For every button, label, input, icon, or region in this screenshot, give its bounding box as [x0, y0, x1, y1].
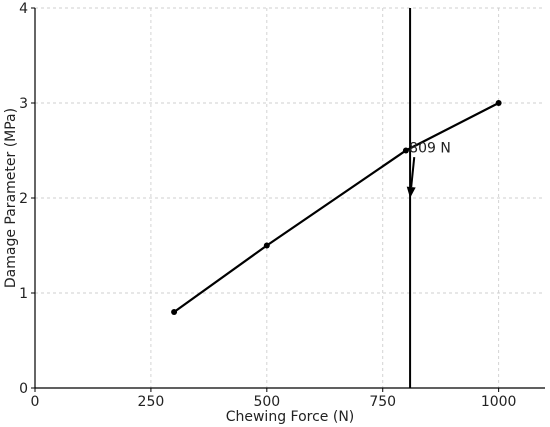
x-axis-ticks: 0 250 500 750 1000	[31, 388, 517, 410]
x-tick-label: 1000	[481, 394, 517, 410]
x-tick-label: 0	[31, 394, 40, 410]
data-point	[263, 242, 270, 249]
x-tick-label: 250	[138, 394, 165, 410]
y-tick-label: 2	[19, 191, 28, 207]
y-tick-label: 3	[19, 96, 28, 112]
series	[171, 100, 502, 315]
y-axis-label: Damage Parameter (MPa)	[3, 108, 19, 288]
annotation-arrow-head	[406, 186, 416, 198]
grid	[34, 7, 545, 389]
y-tick-label: 1	[19, 286, 28, 302]
annotation-arrow-shaft	[410, 157, 416, 188]
data-point	[402, 147, 409, 154]
data-point	[495, 100, 502, 106]
x-axis-label: Chewing Force (N)	[226, 409, 355, 425]
series-line	[173, 102, 500, 313]
y-tick-label: 4	[19, 1, 28, 17]
y-axis-ticks: 0 1 2 3 4	[19, 1, 35, 397]
annotation-layer: 809 N	[406, 141, 451, 198]
data-point	[171, 309, 178, 315]
annotation-label: 809 N	[409, 141, 451, 157]
x-tick-label: 500	[253, 394, 280, 410]
x-tick-label: 750	[369, 394, 396, 410]
y-tick-label: 0	[19, 381, 28, 397]
